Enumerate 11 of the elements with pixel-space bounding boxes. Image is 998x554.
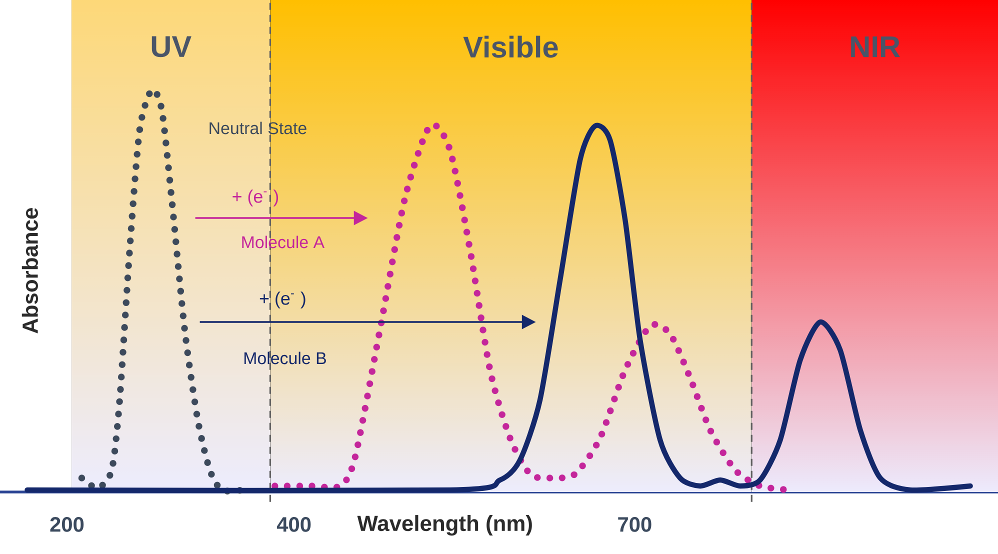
band-label: UV [152, 36, 192, 58]
x-axis-title: Wavelength (nm) [357, 515, 532, 536]
annotation: + (e$^{-}$ ) [232, 190, 278, 206]
band-label: Visible [463, 36, 558, 58]
band-label: NIR [851, 36, 900, 58]
y-axis-title: Absorbance [22, 208, 38, 334]
x-tick-label: 700 [618, 517, 652, 532]
x-tick-label: 200 [50, 517, 84, 532]
text: Molecule B [244, 352, 326, 364]
annotation: + (e$^{-}$ ) [260, 292, 306, 308]
x-tick-label: 400 [276, 517, 311, 532]
